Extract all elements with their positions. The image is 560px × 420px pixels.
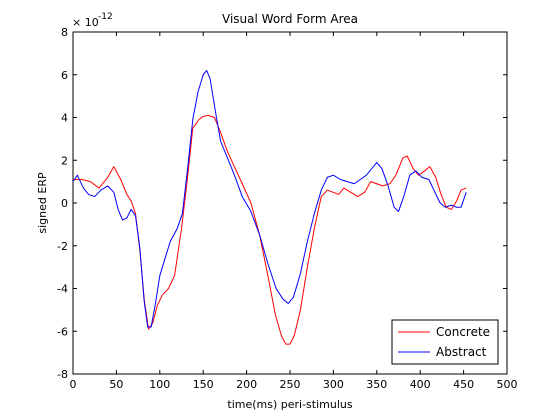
x-tick-label: 0 [70,378,77,391]
x-axis-label: time(ms) peri-stimulus [227,398,352,411]
plot-frame [72,31,508,375]
y-tick-label: 0 [61,197,68,210]
chart-title: Visual Word Form Area [222,12,358,26]
x-axis: 0 50 100 150 200 250 300 350 400 450 500 [70,32,518,391]
exponent-base: × 10 [72,16,99,29]
x-tick-label: 250 [280,378,301,391]
x-tick-label: 50 [109,378,123,391]
x-tick-label: 350 [366,378,387,391]
y-tick-label: -8 [57,368,68,381]
y-tick-label: 6 [61,69,68,82]
x-tick-label: 400 [410,378,431,391]
x-tick-label: 150 [193,378,214,391]
exponent-label: × 10 -12 [72,12,113,29]
y-tick-label: -6 [57,325,68,338]
plot-area [72,31,508,375]
y-tick-label: 4 [61,112,68,125]
x-tick-label: 450 [453,378,474,391]
legend-box [391,319,499,365]
y-tick-label: 8 [61,26,68,39]
exponent-power: -12 [98,12,113,22]
legend-label-abstract: Abstract [436,345,487,359]
series-layer [72,69,467,345]
series-line-abstract [72,69,467,328]
y-axis: -8 -6 -4 -2 0 2 4 6 8 [57,26,507,381]
y-tick-label: 2 [61,154,68,167]
x-tick-label: 500 [497,378,518,391]
y-tick-label: -4 [57,283,68,296]
x-tick-label: 200 [236,378,257,391]
x-tick-label: 300 [323,378,344,391]
legend-label-concrete: Concrete [436,325,490,339]
x-tick-label: 100 [149,378,170,391]
legend: Concrete Abstract [391,319,499,365]
y-tick-label: -2 [57,240,68,253]
y-axis-label: signed ERP [36,172,49,234]
